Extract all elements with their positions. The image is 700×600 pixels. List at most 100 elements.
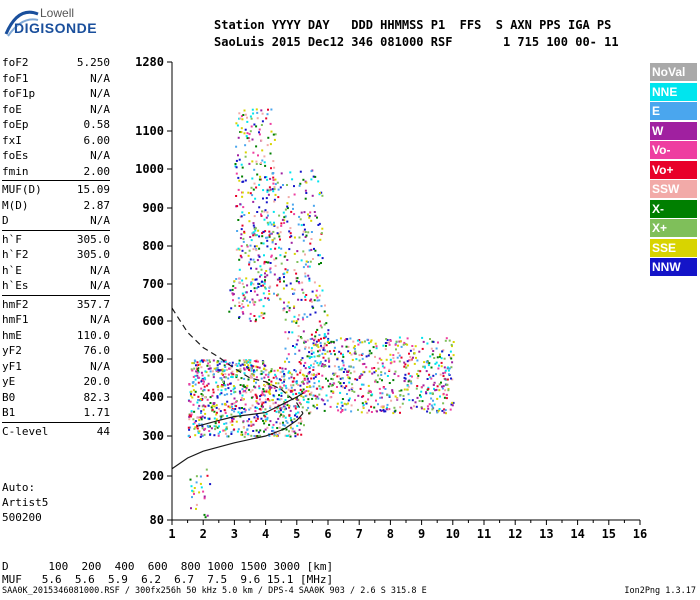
echo-point bbox=[200, 366, 203, 369]
echo-point bbox=[278, 378, 281, 381]
param-value: N/A bbox=[90, 359, 110, 373]
echo-point bbox=[315, 340, 318, 343]
echo-point bbox=[309, 338, 312, 341]
echo-point bbox=[321, 227, 324, 230]
echo-point bbox=[289, 424, 292, 427]
echo-point bbox=[383, 366, 386, 369]
echo-point bbox=[441, 387, 444, 390]
echo-point bbox=[317, 180, 320, 183]
echo-point bbox=[405, 366, 408, 369]
echo-point bbox=[323, 409, 326, 412]
echo-point bbox=[263, 363, 265, 366]
echo-point bbox=[339, 382, 342, 385]
echo-point bbox=[262, 360, 265, 363]
echo-point bbox=[448, 373, 450, 376]
echo-point bbox=[396, 356, 399, 359]
echo-point bbox=[240, 431, 243, 434]
echo-point bbox=[340, 401, 343, 404]
echo-point bbox=[268, 385, 271, 388]
echo-point bbox=[240, 256, 243, 259]
echo-point bbox=[393, 406, 396, 409]
echo-point bbox=[264, 287, 267, 290]
echo-point bbox=[296, 398, 298, 401]
echo-point bbox=[267, 383, 270, 386]
echo-point bbox=[286, 184, 288, 186]
echo-point bbox=[385, 408, 388, 411]
echo-point bbox=[396, 398, 399, 401]
echo-point bbox=[299, 403, 302, 406]
echo-point bbox=[264, 418, 267, 421]
echo-point bbox=[408, 379, 411, 382]
echo-point bbox=[252, 258, 255, 261]
echo-point bbox=[324, 304, 326, 307]
echo-point bbox=[234, 364, 237, 366]
echo-point bbox=[269, 188, 272, 191]
echo-point bbox=[337, 381, 340, 383]
echo-point bbox=[268, 389, 271, 392]
echo-point bbox=[252, 365, 255, 368]
echo-point bbox=[317, 254, 320, 257]
echo-point bbox=[294, 405, 297, 408]
echo-point bbox=[241, 411, 244, 414]
echo-point bbox=[220, 389, 223, 392]
echo-point bbox=[361, 373, 364, 376]
echo-point bbox=[228, 310, 231, 313]
echo-point bbox=[310, 356, 313, 358]
echo-point bbox=[239, 215, 242, 218]
echo-point bbox=[287, 337, 290, 340]
echo-point bbox=[285, 434, 288, 437]
echo-point bbox=[328, 365, 331, 368]
echo-point bbox=[324, 365, 327, 367]
echo-point bbox=[238, 407, 241, 410]
y-tick-label: 500 bbox=[142, 352, 164, 366]
echo-point bbox=[209, 402, 212, 404]
echo-point bbox=[285, 428, 288, 431]
echo-point bbox=[242, 398, 245, 401]
echo-point bbox=[204, 405, 207, 408]
echo-point bbox=[255, 406, 258, 409]
echo-point bbox=[255, 248, 258, 251]
echo-point bbox=[416, 359, 419, 362]
x-tick-label: 10 bbox=[446, 527, 460, 541]
echo-point bbox=[283, 272, 286, 275]
echo-point bbox=[340, 368, 343, 371]
echo-point bbox=[235, 248, 238, 251]
param-separator bbox=[2, 294, 110, 296]
echo-point bbox=[304, 361, 307, 364]
echo-point bbox=[345, 385, 348, 388]
echo-point bbox=[323, 335, 326, 338]
echo-point bbox=[404, 377, 407, 380]
echo-point bbox=[235, 400, 238, 403]
echo-point bbox=[235, 205, 238, 208]
echo-point bbox=[257, 282, 260, 285]
echo-point bbox=[308, 249, 311, 252]
echo-point bbox=[256, 415, 259, 418]
echo-point bbox=[219, 410, 222, 413]
echo-point bbox=[431, 353, 434, 356]
echo-point bbox=[278, 246, 280, 249]
echo-point bbox=[231, 361, 234, 364]
param-row: B1 1.71 bbox=[2, 405, 110, 421]
param-value: 2.00 bbox=[83, 164, 111, 178]
echo-point bbox=[288, 414, 291, 417]
echo-point bbox=[427, 388, 430, 390]
echo-point bbox=[284, 268, 287, 271]
echo-point bbox=[304, 298, 307, 301]
echo-point bbox=[275, 257, 278, 260]
echo-point bbox=[381, 405, 384, 408]
echo-point bbox=[399, 406, 402, 409]
echo-point bbox=[215, 406, 218, 409]
echo-point bbox=[244, 151, 247, 154]
echo-point bbox=[238, 281, 241, 284]
echo-point bbox=[435, 388, 438, 391]
echo-point bbox=[224, 373, 227, 376]
echo-point bbox=[277, 188, 280, 191]
echo-point bbox=[267, 297, 270, 300]
echo-point bbox=[261, 159, 264, 162]
echo-point bbox=[283, 375, 285, 378]
echo-point bbox=[302, 318, 305, 321]
echo-point bbox=[280, 392, 283, 395]
echo-point bbox=[382, 386, 385, 389]
echo-point bbox=[249, 390, 252, 393]
echo-point bbox=[230, 372, 233, 375]
